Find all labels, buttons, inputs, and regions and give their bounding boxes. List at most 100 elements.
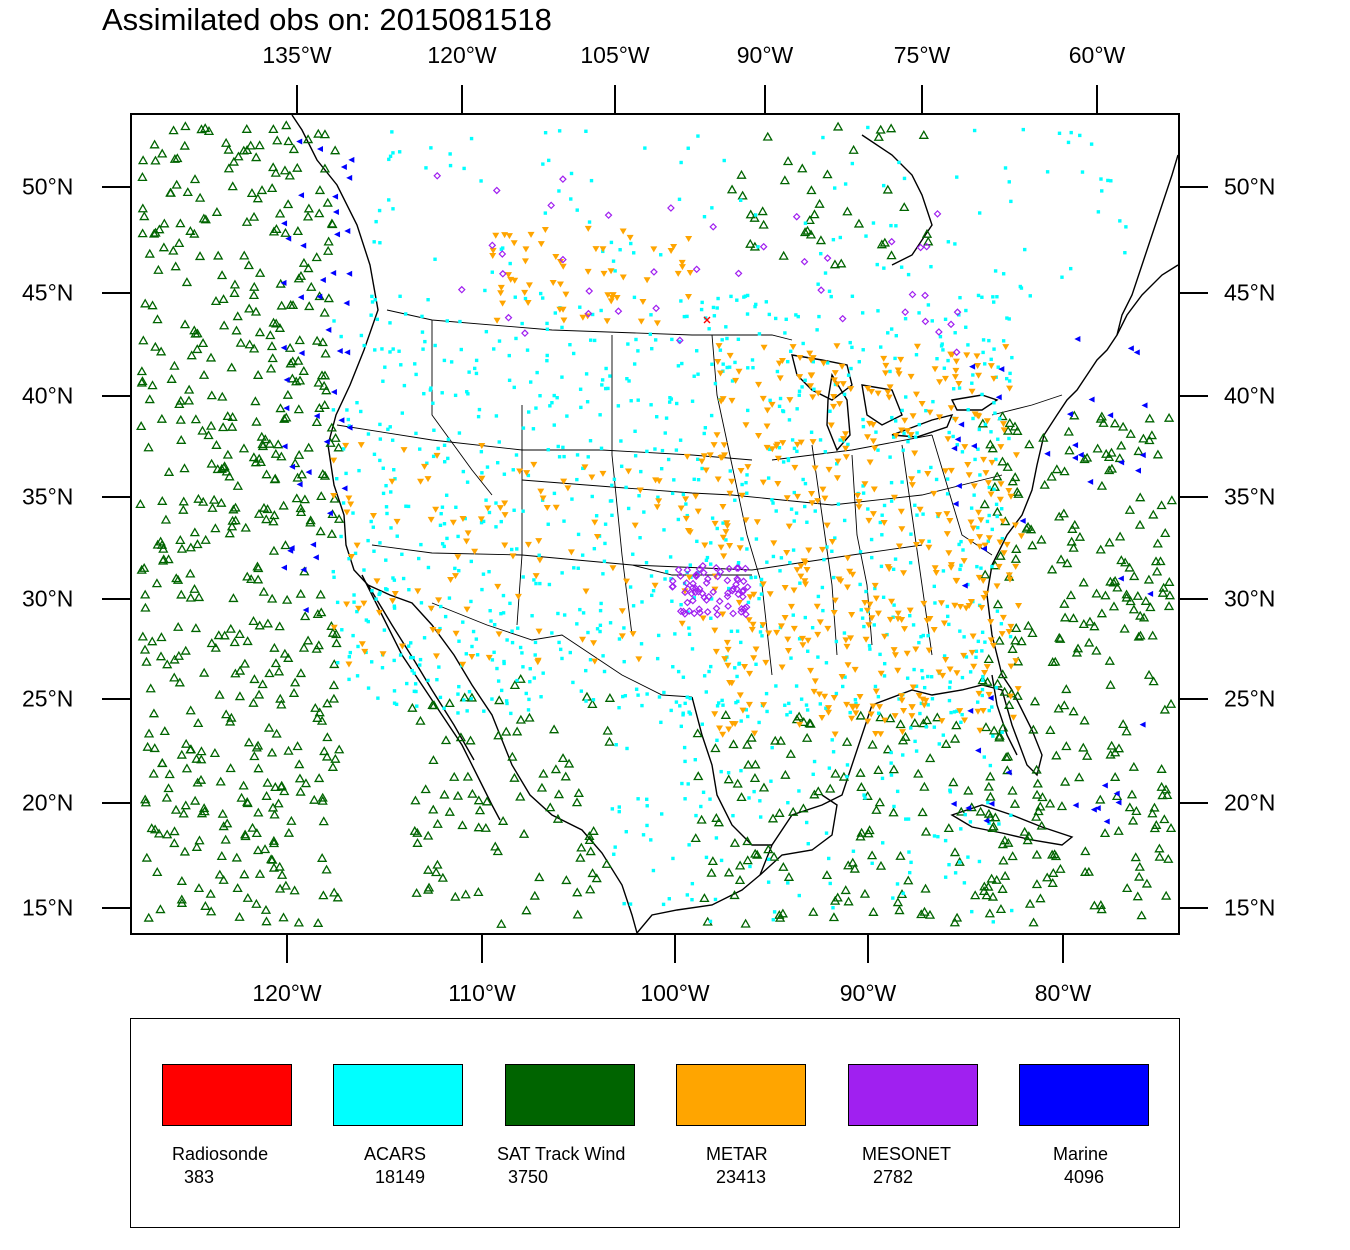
marine-marker [970, 443, 977, 450]
acars-marker [474, 637, 479, 641]
sat-wind-marker [210, 523, 221, 533]
acars-marker [1066, 140, 1071, 145]
metar-marker [842, 637, 850, 644]
metar-marker [564, 485, 572, 492]
acars-marker [545, 358, 549, 363]
acars-marker [538, 291, 543, 296]
acars-marker [816, 282, 820, 286]
metar-marker [979, 707, 987, 714]
mesonet-marker [498, 250, 507, 258]
sat-wind-marker [198, 369, 210, 379]
acars-marker [584, 699, 588, 703]
acars-marker [702, 214, 707, 219]
metar-marker [864, 718, 872, 725]
acars-marker [504, 699, 509, 703]
sat-wind-marker [269, 474, 280, 484]
marine-marker [281, 220, 288, 227]
metar-marker [983, 418, 991, 425]
acars-marker [377, 592, 381, 597]
metar-marker [514, 593, 522, 600]
acars-marker [976, 293, 981, 298]
acars-marker [598, 608, 603, 613]
acars-marker [344, 471, 348, 476]
acars-marker [926, 633, 930, 638]
acars-marker [617, 637, 622, 641]
left-tick [102, 496, 130, 498]
sat-wind-marker [316, 491, 327, 501]
acars-marker [380, 666, 385, 670]
sat-wind-marker [804, 718, 815, 728]
metar-marker [886, 616, 894, 623]
metar-marker [678, 259, 686, 266]
sat-wind-marker [172, 574, 184, 584]
acars-marker [457, 568, 461, 573]
acars-marker [733, 360, 737, 365]
sat-wind-marker [1024, 439, 1035, 449]
acars-marker [874, 430, 878, 434]
acars-marker [707, 669, 711, 674]
mesonet-marker [933, 210, 942, 218]
sat-wind-marker [326, 218, 338, 228]
acars-marker [959, 720, 963, 725]
mesonet-marker [703, 608, 712, 616]
sat-wind-marker [917, 807, 928, 817]
sat-wind-marker [777, 908, 789, 918]
acars-marker [850, 161, 855, 166]
acars-marker [995, 514, 999, 519]
metar-marker [750, 591, 758, 598]
acars-marker [740, 537, 744, 541]
sat-wind-marker [315, 589, 326, 599]
sat-wind-marker [423, 884, 434, 894]
metar-marker [1007, 663, 1015, 670]
metar-marker [746, 670, 754, 677]
sat-wind-marker [494, 695, 505, 705]
acars-marker [801, 341, 805, 346]
metar-marker [969, 633, 977, 640]
sat-wind-marker [1002, 751, 1014, 761]
sat-wind-marker [825, 783, 836, 793]
sat-wind-marker [450, 891, 461, 901]
acars-marker [901, 448, 905, 452]
sat-wind-marker [289, 677, 301, 687]
acars-marker [862, 624, 866, 629]
cuba-coast [950, 804, 1074, 846]
sat-wind-marker [1010, 553, 1021, 563]
mesonet-marker [723, 576, 732, 585]
acars-marker [976, 525, 980, 530]
metar-marker [427, 516, 435, 523]
acars-marker [1057, 131, 1062, 136]
sat-wind-marker [886, 123, 897, 133]
acars-marker [766, 476, 771, 480]
acars-marker [973, 457, 977, 462]
metar-marker [746, 594, 754, 601]
acars-marker [501, 593, 506, 598]
acars-marker [508, 261, 512, 266]
sat-wind-marker [1163, 412, 1175, 422]
sat-wind-marker [1134, 871, 1145, 881]
mesonet-marker [692, 570, 701, 579]
marine-marker [310, 541, 317, 548]
acars-marker [758, 630, 763, 634]
acars-marker [812, 387, 816, 391]
sat-wind-marker [137, 172, 148, 181]
sat-wind-marker [452, 790, 464, 800]
sat-wind-marker [218, 874, 229, 884]
acars-marker [935, 357, 939, 361]
metar-marker [755, 433, 763, 440]
metar-marker [916, 506, 924, 513]
metar-marker [982, 470, 990, 477]
marine-marker [975, 747, 982, 754]
sat-wind-marker [1165, 698, 1177, 708]
acars-marker [331, 569, 336, 574]
acars-marker [474, 358, 479, 363]
acars-marker [608, 499, 613, 503]
acars-marker [955, 175, 959, 179]
metar-marker [717, 455, 725, 462]
sat-wind-marker [298, 365, 309, 375]
metar-marker [814, 631, 822, 638]
sat-wind-marker [190, 623, 202, 633]
acars-marker [664, 416, 669, 420]
acars-marker [897, 160, 901, 165]
acars-marker [690, 881, 695, 886]
sat-wind-marker [327, 761, 339, 771]
